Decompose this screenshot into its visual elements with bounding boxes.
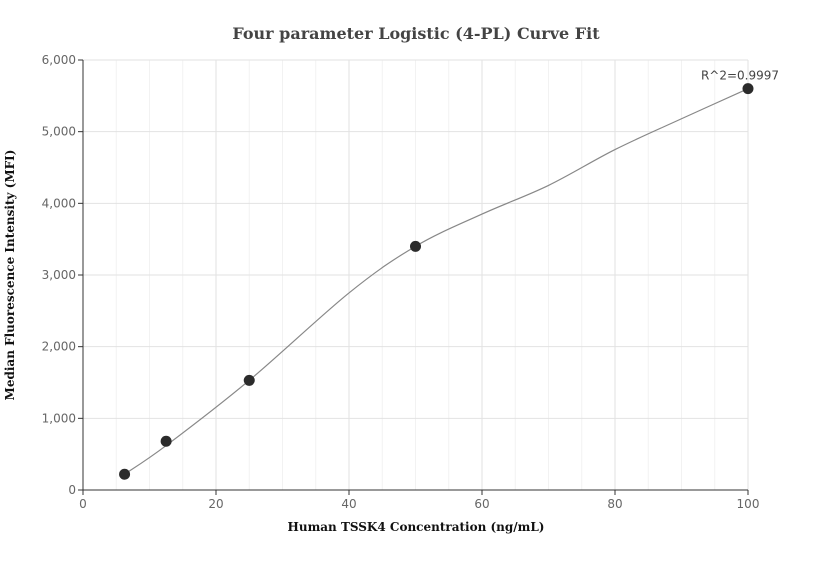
data-point xyxy=(410,240,421,252)
data-point xyxy=(742,83,754,95)
x-tick-label: 100 xyxy=(737,497,760,511)
grid-lines xyxy=(82,59,749,491)
chart-title: Four parameter Logistic (4-PL) Curve Fit xyxy=(232,24,600,43)
data-point xyxy=(119,468,131,480)
x-tick-label: 40 xyxy=(341,497,356,511)
y-tick-label: 4,000 xyxy=(42,196,76,210)
x-tick-label: 80 xyxy=(607,497,622,511)
x-tick-label: 0 xyxy=(79,497,87,511)
y-tick-label: 6,000 xyxy=(42,53,76,67)
y-axis-label: Median Fluorescence Intensity (MFI) xyxy=(3,150,17,401)
x-tick-label: 20 xyxy=(208,497,223,511)
x-tick-label: 60 xyxy=(474,497,489,511)
r-squared-annotation: R^2=0.9997 xyxy=(701,69,779,83)
tick-labels: 0 20 40 60 80 100 0 1,000 2,000 3,000 4,000 5,000 6,… xyxy=(42,53,760,511)
fit-curve-line xyxy=(124,88,749,475)
data-point xyxy=(243,374,255,386)
y-tick-label: 2,000 xyxy=(42,340,76,354)
y-tick-label: 0 xyxy=(68,483,76,497)
data-point xyxy=(160,435,172,447)
data-points xyxy=(119,83,754,480)
y-tick-label: 1,000 xyxy=(42,411,76,425)
fit-curve-group xyxy=(124,88,749,475)
x-axis-label: Human TSSK4 Concentration (ng/mL) xyxy=(288,520,545,534)
y-tick-label: 3,000 xyxy=(42,268,76,282)
y-tick-label: 5,000 xyxy=(42,125,76,139)
